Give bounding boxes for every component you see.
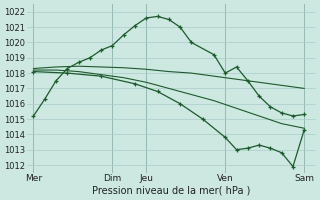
X-axis label: Pression niveau de la mer( hPa ): Pression niveau de la mer( hPa ) — [92, 186, 250, 196]
